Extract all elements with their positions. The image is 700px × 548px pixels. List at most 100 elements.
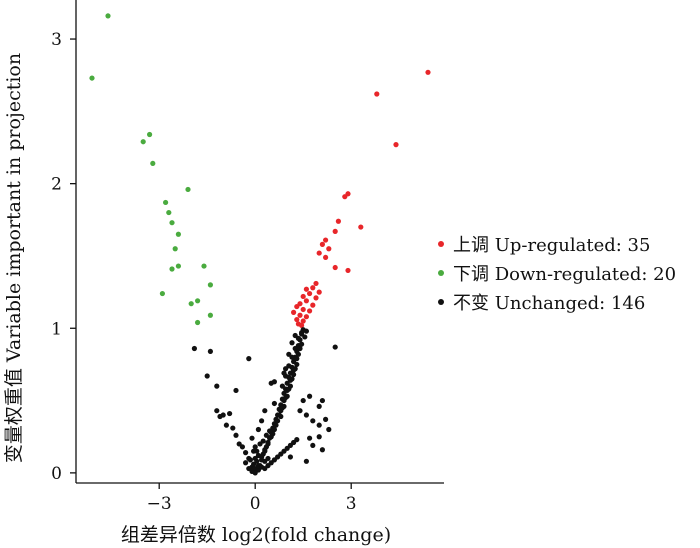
y-tick-label: 1 xyxy=(51,319,62,339)
data-point xyxy=(303,412,309,418)
data-point xyxy=(307,393,313,399)
data-point xyxy=(299,322,305,328)
data-point xyxy=(313,280,319,287)
data-point xyxy=(246,356,252,362)
data-point xyxy=(345,267,351,274)
data-point xyxy=(310,285,316,291)
data-point xyxy=(299,341,305,347)
data-point xyxy=(289,340,295,346)
data-point xyxy=(323,237,329,243)
data-point xyxy=(276,412,282,418)
y-tick-label: 0 xyxy=(51,464,62,484)
data-point xyxy=(374,91,380,97)
data-point xyxy=(335,218,341,224)
data-point xyxy=(233,432,239,438)
data-point xyxy=(310,418,316,424)
y-tick-label: 3 xyxy=(51,30,62,50)
data-point xyxy=(147,131,153,138)
data-point xyxy=(289,376,295,382)
data-point xyxy=(316,250,322,256)
legend: 上调 Up-regulated: 35 下调 Down-regulated: 20… xyxy=(438,235,676,314)
data-point xyxy=(302,334,308,340)
data-point xyxy=(332,344,338,350)
data-point xyxy=(303,314,309,320)
data-point xyxy=(295,351,301,357)
data-point xyxy=(239,444,245,450)
data-point xyxy=(297,345,303,352)
data-point xyxy=(262,408,268,414)
data-point xyxy=(172,246,178,252)
x-tick-label: 3 xyxy=(346,494,357,514)
data-point xyxy=(89,75,95,81)
legend-label: 下调 Down-regulated: 20 xyxy=(453,264,676,285)
data-point xyxy=(163,199,169,206)
y-tick-label: 2 xyxy=(51,175,62,195)
data-point xyxy=(294,303,300,310)
data-point xyxy=(319,241,325,247)
data-point xyxy=(195,319,201,326)
data-point xyxy=(275,418,281,424)
data-point xyxy=(227,410,233,417)
data-point xyxy=(260,438,266,444)
data-point xyxy=(251,448,257,454)
data-point xyxy=(255,426,261,433)
data-point xyxy=(313,295,319,301)
data-point xyxy=(195,298,201,304)
data-point xyxy=(281,370,287,376)
data-point xyxy=(307,290,313,297)
data-point xyxy=(294,356,300,362)
data-point xyxy=(323,416,329,422)
tick-labels: −3 0 3 0 1 2 3 xyxy=(51,30,356,514)
series-unchanged xyxy=(191,327,338,476)
data-point xyxy=(425,69,431,75)
data-point xyxy=(303,328,309,334)
data-point xyxy=(252,455,258,462)
data-point xyxy=(303,458,309,464)
data-point xyxy=(283,395,289,401)
data-point xyxy=(332,228,338,234)
series-down xyxy=(89,13,213,326)
data-point xyxy=(291,371,297,378)
data-point xyxy=(243,460,249,466)
data-point xyxy=(169,266,175,272)
data-point xyxy=(207,282,213,288)
data-point xyxy=(191,345,197,352)
data-point xyxy=(310,302,316,308)
data-point xyxy=(300,318,306,324)
data-point xyxy=(207,312,213,318)
data-point xyxy=(159,290,165,297)
data-point xyxy=(292,345,298,352)
data-point xyxy=(316,434,322,440)
legend-label: 上调 Up-regulated: 35 xyxy=(453,235,650,256)
data-point xyxy=(273,422,279,428)
legend-marker xyxy=(438,241,444,247)
data-point xyxy=(307,308,313,314)
data-point xyxy=(259,418,265,424)
data-point xyxy=(271,400,277,407)
data-point xyxy=(263,432,269,438)
data-point xyxy=(140,139,146,145)
data-point xyxy=(300,397,306,404)
data-point xyxy=(316,422,322,428)
data-point xyxy=(105,13,111,19)
data-point xyxy=(150,160,156,167)
data-point xyxy=(185,186,191,193)
data-point xyxy=(303,286,309,292)
data-point xyxy=(292,332,298,339)
data-point xyxy=(217,413,223,420)
data-points xyxy=(89,13,431,476)
data-point xyxy=(300,306,306,313)
y-axis-title: 变量权重值 Variable important in projection xyxy=(3,53,25,463)
data-point xyxy=(252,444,258,450)
x-tick-label: −3 xyxy=(147,494,172,514)
data-point xyxy=(175,231,181,237)
series-up xyxy=(291,69,431,328)
data-point xyxy=(342,194,348,200)
data-point xyxy=(358,224,364,230)
legend-marker xyxy=(438,270,444,276)
data-point xyxy=(291,309,297,315)
data-point xyxy=(286,386,292,392)
data-point xyxy=(332,264,338,271)
data-point xyxy=(297,408,303,414)
